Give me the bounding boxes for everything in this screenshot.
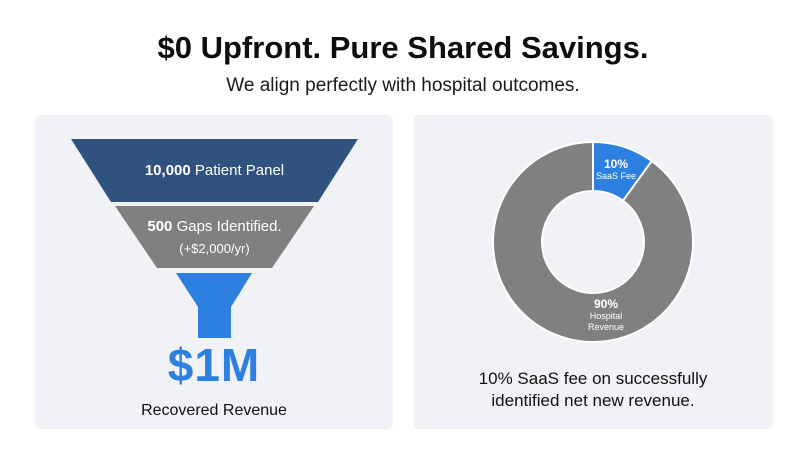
page-subtitle: We align perfectly with hospital outcome… bbox=[226, 75, 580, 96]
funnel-stage2-sublabel: (+$2,000/yr) bbox=[179, 241, 250, 256]
funnel-stage-gaps-identified bbox=[115, 206, 314, 268]
funnel-stage2-number: 500 bbox=[147, 218, 173, 235]
slice-label-saas-fee: 10% SaaS Fee bbox=[588, 157, 644, 182]
slice-pct-saas-fee: 10% bbox=[603, 157, 629, 171]
funnel-stage1-number: 10,000 bbox=[144, 162, 191, 179]
donut-caption: 10% SaaS fee on successfully identified … bbox=[413, 368, 773, 412]
donut-slice-hospital-revenue bbox=[492, 140, 694, 343]
funnel-spout bbox=[176, 273, 252, 338]
funnel-stage2-text: Gaps Identified. bbox=[176, 218, 282, 235]
recovered-revenue-amount: $1M bbox=[167, 339, 261, 391]
slice-label-hospital-revenue: 90% Hospital Revenue bbox=[573, 297, 639, 333]
slice-name-hospital-revenue-1: Hospital bbox=[589, 311, 623, 321]
donut-caption-line1: 10% SaaS fee on successfully bbox=[478, 369, 708, 388]
page-title: $0 Upfront. Pure Shared Savings. bbox=[157, 30, 649, 65]
funnel-stage-patient-panel bbox=[71, 139, 358, 202]
slice-name-hospital-revenue-2: Revenue bbox=[587, 322, 625, 332]
recovered-revenue-caption: Recovered Revenue bbox=[141, 402, 287, 419]
funnel-stage2-label: 500 Gaps Identified. bbox=[115, 218, 314, 235]
donut-caption-line2: identified net new revenue. bbox=[491, 391, 695, 410]
slice-name-saas-fee: SaaS Fee bbox=[595, 171, 637, 181]
funnel-stage1-text: Patient Panel bbox=[194, 162, 285, 179]
funnel-stage1-label: 10,000 Patient Panel bbox=[71, 162, 358, 179]
slice-pct-hospital-revenue: 90% bbox=[593, 297, 619, 311]
